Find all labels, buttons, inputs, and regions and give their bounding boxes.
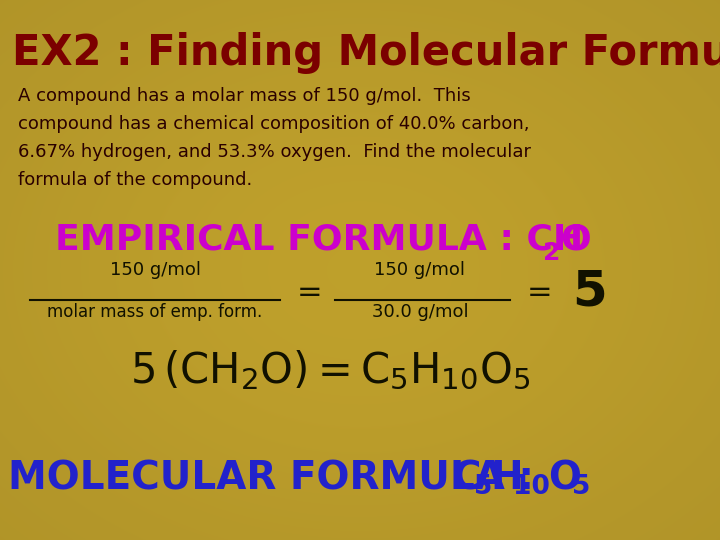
Text: 6.67% hydrogen, and 53.3% oxygen.  Find the molecular: 6.67% hydrogen, and 53.3% oxygen. Find t… xyxy=(18,143,531,161)
Text: 5: 5 xyxy=(572,268,608,316)
Text: 30.0 g/mol: 30.0 g/mol xyxy=(372,303,468,321)
Text: 2: 2 xyxy=(543,241,560,265)
Text: H: H xyxy=(490,459,523,497)
Text: O: O xyxy=(548,459,581,497)
Text: 150 g/mol: 150 g/mol xyxy=(374,261,466,279)
Text: 10: 10 xyxy=(513,474,550,500)
Text: MOLECULAR FORMULA :: MOLECULAR FORMULA : xyxy=(8,459,547,497)
Text: EMPIRICAL FORMULA : CH: EMPIRICAL FORMULA : CH xyxy=(55,223,583,257)
Text: molar mass of emp. form.: molar mass of emp. form. xyxy=(48,303,263,321)
Text: 5: 5 xyxy=(474,474,492,500)
Text: O: O xyxy=(560,223,590,257)
Text: 5: 5 xyxy=(572,474,590,500)
Text: 150 g/mol: 150 g/mol xyxy=(109,261,200,279)
Text: C: C xyxy=(452,459,480,497)
Text: formula of the compound.: formula of the compound. xyxy=(18,171,252,189)
Text: A compound has a molar mass of 150 g/mol.  This: A compound has a molar mass of 150 g/mol… xyxy=(18,87,471,105)
Text: =: = xyxy=(297,278,323,307)
Text: =: = xyxy=(527,278,553,307)
Text: compound has a chemical composition of 40.0% carbon,: compound has a chemical composition of 4… xyxy=(18,115,529,133)
Text: $5\,(\mathregular{CH}_2\mathregular{O}) = \mathregular{C}_5\mathregular{H}_{10}\: $5\,(\mathregular{CH}_2\mathregular{O}) … xyxy=(130,348,531,392)
Text: EX2 : Finding Molecular Formulas: EX2 : Finding Molecular Formulas xyxy=(12,32,720,74)
